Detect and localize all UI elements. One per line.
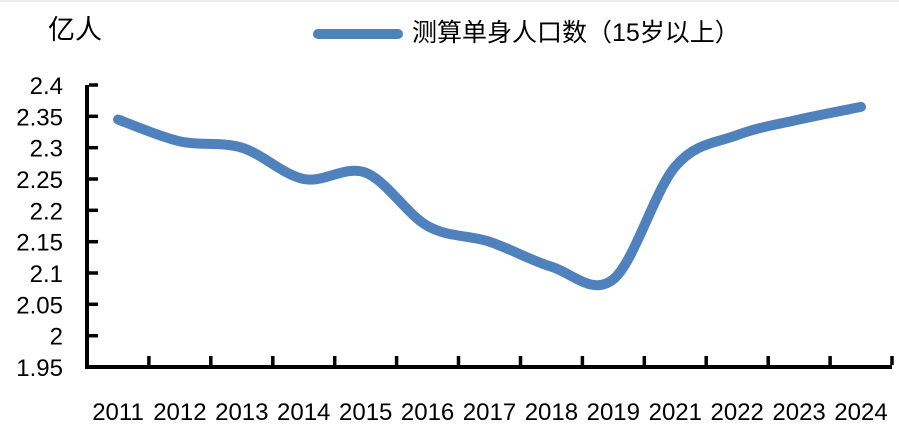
y-tick-label: 2 (50, 324, 63, 351)
x-tick-label: 2024 (834, 399, 887, 426)
axes (85, 83, 894, 369)
x-tick-label: 2019 (587, 399, 640, 426)
legend: 测算单身人口数（15岁以上） (313, 17, 740, 51)
y-tick-label: 2.25 (16, 167, 63, 194)
legend-line-sample-icon (313, 29, 403, 39)
y-tick-label: 2.1 (30, 261, 63, 288)
x-tick-label: 2016 (401, 399, 454, 426)
axis-lines (85, 85, 892, 369)
y-tick-label: 2.2 (30, 198, 63, 225)
x-tick-label: 2015 (339, 399, 392, 426)
x-tick-label: 2012 (153, 399, 206, 426)
y-tick-label: 1.95 (16, 355, 63, 382)
y-tick-label: 2.3 (30, 136, 63, 163)
legend-series-label: 测算单身人口数（15岁以上） (412, 19, 740, 48)
x-axis-labels: 2011 2012 2013 2014 2015 2016 2017 2018 2019 2021… (92, 399, 888, 426)
x-tick-label: 2023 (772, 399, 825, 426)
x-tick-label: 2011 (92, 399, 144, 426)
x-tick-label: 2021 (649, 399, 702, 426)
y-tick-label: 2.15 (16, 230, 63, 257)
x-tick-label: 2013 (215, 399, 268, 426)
series-line (113, 101, 866, 291)
y-axis-unit-label: 亿人 (48, 15, 102, 45)
x-tick-label: 2022 (711, 399, 764, 426)
y-tick-label: 2.05 (16, 292, 63, 319)
y-tick-label: 2.4 (30, 73, 63, 100)
x-tick-label: 2014 (277, 399, 330, 426)
x-tick-label: 2018 (525, 399, 578, 426)
y-tick-label: 2.35 (16, 104, 63, 131)
x-tick-label: 2017 (463, 399, 516, 426)
y-axis-labels: 2.4 2.35 2.3 2.25 2.2 2.15 2.1 2.05 2 1.95 (16, 73, 63, 382)
